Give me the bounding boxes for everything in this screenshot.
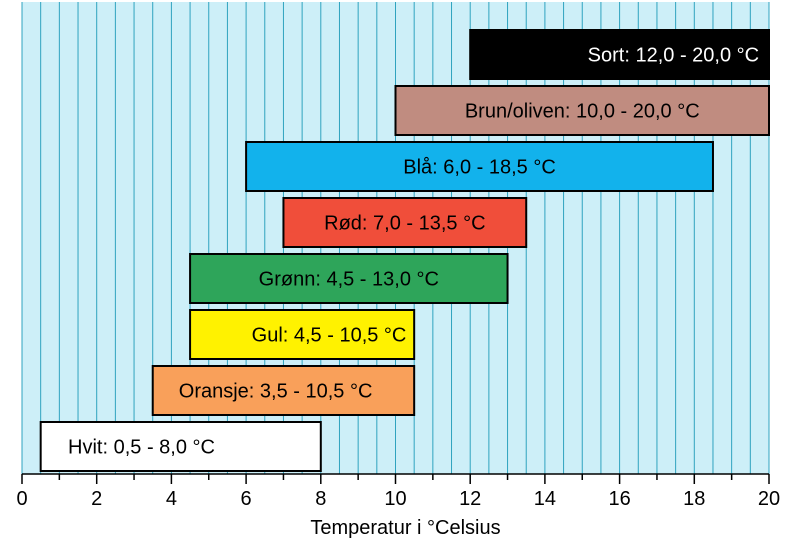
bar-label: Blå: 6,0 - 18,5 °C bbox=[403, 157, 556, 179]
x-tick-label: 18 bbox=[683, 488, 705, 510]
x-tick-label: 4 bbox=[166, 488, 177, 510]
x-tick-label: 20 bbox=[758, 488, 780, 510]
bars: Sort: 12,0 - 20,0 °C Brun/oliven: 10,0 - … bbox=[39, 29, 770, 472]
bar-label: Sort: 12,0 - 20,0 °C bbox=[588, 45, 759, 67]
bar: Hvit: 0,5 - 8,0 °C bbox=[39, 421, 322, 472]
bar-rect bbox=[39, 421, 322, 472]
bar-rect bbox=[189, 309, 416, 360]
x-axis-ticks: 0 2 4 6 8 10 12 14 16 18 20 bbox=[16, 474, 780, 510]
bar: Grønn: 4,5 - 13,0 °C bbox=[189, 253, 509, 304]
x-axis-title: Temperatur i °Celsius bbox=[310, 517, 500, 539]
bar-label: Brun/oliven: 10,0 - 20,0 °C bbox=[465, 101, 700, 123]
x-tick-label: 2 bbox=[91, 488, 102, 510]
bar: Brun/oliven: 10,0 - 20,0 °C bbox=[394, 85, 770, 136]
bar-rect bbox=[189, 253, 509, 304]
bar: Rød: 7,0 - 13,5 °C bbox=[282, 197, 528, 248]
bar-label: Rød: 7,0 - 13,5 °C bbox=[324, 213, 485, 235]
x-tick-label: 16 bbox=[608, 488, 630, 510]
bar-label: Oransje: 3,5 - 10,5 °C bbox=[179, 381, 373, 403]
x-tick-label: 14 bbox=[534, 488, 556, 510]
x-tick-label: 12 bbox=[459, 488, 481, 510]
bar: Oransje: 3,5 - 10,5 °C bbox=[151, 365, 416, 416]
bar: Blå: 6,0 - 18,5 °C bbox=[245, 141, 714, 192]
bar-rect bbox=[469, 29, 770, 80]
bar-label: Grønn: 4,5 - 13,0 °C bbox=[259, 269, 439, 291]
bar: Sort: 12,0 - 20,0 °C bbox=[469, 29, 770, 80]
bar-rect bbox=[245, 141, 714, 192]
x-tick-label: 6 bbox=[241, 488, 252, 510]
x-tick-label: 8 bbox=[315, 488, 326, 510]
bar: Gul: 4,5 - 10,5 °C bbox=[189, 309, 416, 360]
bar-rect bbox=[151, 365, 416, 416]
bar-rect bbox=[394, 85, 770, 136]
x-tick-label: 0 bbox=[16, 488, 27, 510]
bar-label: Hvit: 0,5 - 8,0 °C bbox=[68, 437, 215, 459]
x-tick-label: 10 bbox=[384, 488, 406, 510]
bar-rect bbox=[282, 197, 528, 248]
bar-label: Gul: 4,5 - 10,5 °C bbox=[252, 325, 407, 347]
